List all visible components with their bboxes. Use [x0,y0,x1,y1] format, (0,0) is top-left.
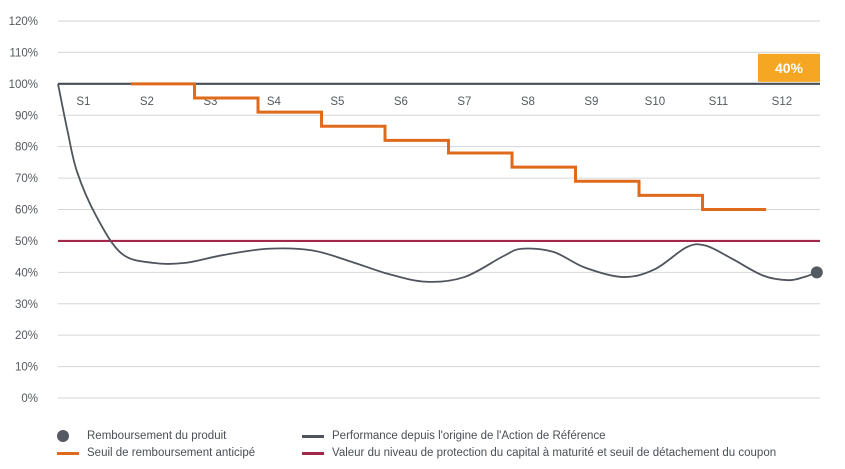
reference-share-performance [57,83,818,283]
y-tick-label: 70% [15,173,38,185]
legend-label: Seuil de remboursement anticipé [87,447,256,459]
y-tick-label: 40% [15,267,38,279]
performance-line-icon [302,434,324,438]
x-tick-label: S7 [457,96,471,108]
legend-label: Performance depuis l'origine de l'Action… [332,430,606,442]
y-tick-label: 110% [9,47,38,59]
badge-label: 40% [775,60,804,76]
x-tick-label: S6 [394,96,408,108]
y-tick-label: 80% [15,142,38,154]
protection-line-icon [302,451,324,455]
y-tick-label: 100% [9,79,38,91]
performance-line [57,83,818,283]
y-tick-label: 120% [9,16,38,28]
legend-item-performance: Performance depuis l'origine de l'Action… [302,430,606,442]
legend-label: Remboursement du produit [87,430,227,442]
x-tick-label: S4 [267,96,282,108]
y-tick-label: 90% [15,110,38,122]
x-tick-label: S11 [709,96,729,108]
y-tick-label: 50% [15,236,38,248]
chart-area: 0% 10% 20% 30% 40% 50% 60% 70% 80% 90% 100% 110% 120… [9,16,823,405]
x-tick-label: S2 [140,96,154,108]
legend-label: Valeur du niveau de protection du capita… [332,447,777,459]
y-tick-label: 0% [21,393,38,405]
y-tick-label: 60% [15,205,38,217]
y-axis-ticks: 0% 10% 20% 30% 40% 50% 60% 70% 80% 90% 100% 110% 120… [9,16,38,405]
x-tick-label: S12 [772,96,792,108]
threshold-step-line [131,82,767,211]
final-value-badge: 40% [758,53,820,82]
badge-box [758,53,820,82]
legend: Remboursement du produit Performance dep… [0,424,845,469]
early-redemption-threshold [131,82,767,211]
y-tick-label: 30% [15,299,38,311]
threshold-line-icon [57,451,79,455]
x-tick-label: S1 [76,96,90,108]
legend-item-protection: Valeur du niveau de protection du capita… [302,447,776,459]
y-tick-label: 10% [15,362,38,374]
x-axis-labels: S1 S2 S3 S4 S5 S6 S7 S8 S9 S10 S11 S12 [76,96,792,108]
redemption-dot-icon [57,430,69,442]
y-tick-label: 20% [15,330,38,342]
redemption-points [810,266,823,279]
legend-item-threshold: Seuil de remboursement anticipé [57,447,255,459]
x-tick-label: S8 [521,96,535,108]
legend-item-redemption: Remboursement du produit [57,430,226,442]
x-tick-label: S10 [645,96,665,108]
x-tick-label: S9 [584,96,598,108]
x-tick-label: S5 [330,96,344,108]
redemption-point [810,266,823,279]
